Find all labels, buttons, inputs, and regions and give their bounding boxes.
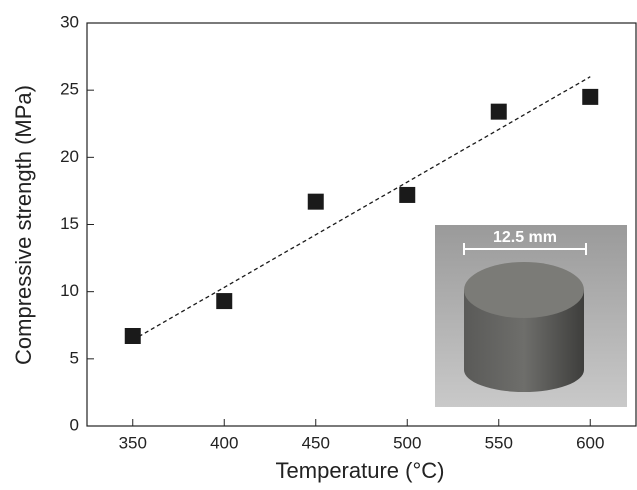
point xyxy=(399,186,416,203)
cylinder-side xyxy=(464,290,584,392)
y-tick-label: 20 xyxy=(60,147,79,166)
point xyxy=(582,88,599,105)
x-tick-label: 350 xyxy=(119,433,147,452)
inset-photo: 12.5 mm xyxy=(435,225,627,407)
x-tick-label: 550 xyxy=(485,433,513,452)
point xyxy=(124,327,141,344)
point xyxy=(216,293,233,310)
x-tick-label: 400 xyxy=(210,433,238,452)
point xyxy=(307,193,324,210)
cylinder-top xyxy=(464,262,584,318)
x-axis-label: Temperature (°C) xyxy=(276,458,445,483)
trend-line xyxy=(132,76,591,341)
y-tick-label: 5 xyxy=(70,348,79,367)
y-tick-label: 15 xyxy=(60,214,79,233)
x-tick-label: 500 xyxy=(393,433,421,452)
x-tick-label: 450 xyxy=(302,433,330,452)
point xyxy=(490,103,507,120)
y-axis-label: Compressive strength (MPa) xyxy=(11,85,36,365)
y-tick-label: 0 xyxy=(70,415,79,434)
y-tick-label: 30 xyxy=(60,12,79,31)
x-tick-label: 600 xyxy=(576,433,604,452)
y-tick-label: 10 xyxy=(60,281,79,300)
inset-label: 12.5 mm xyxy=(493,229,557,246)
y-tick-label: 25 xyxy=(60,80,79,99)
